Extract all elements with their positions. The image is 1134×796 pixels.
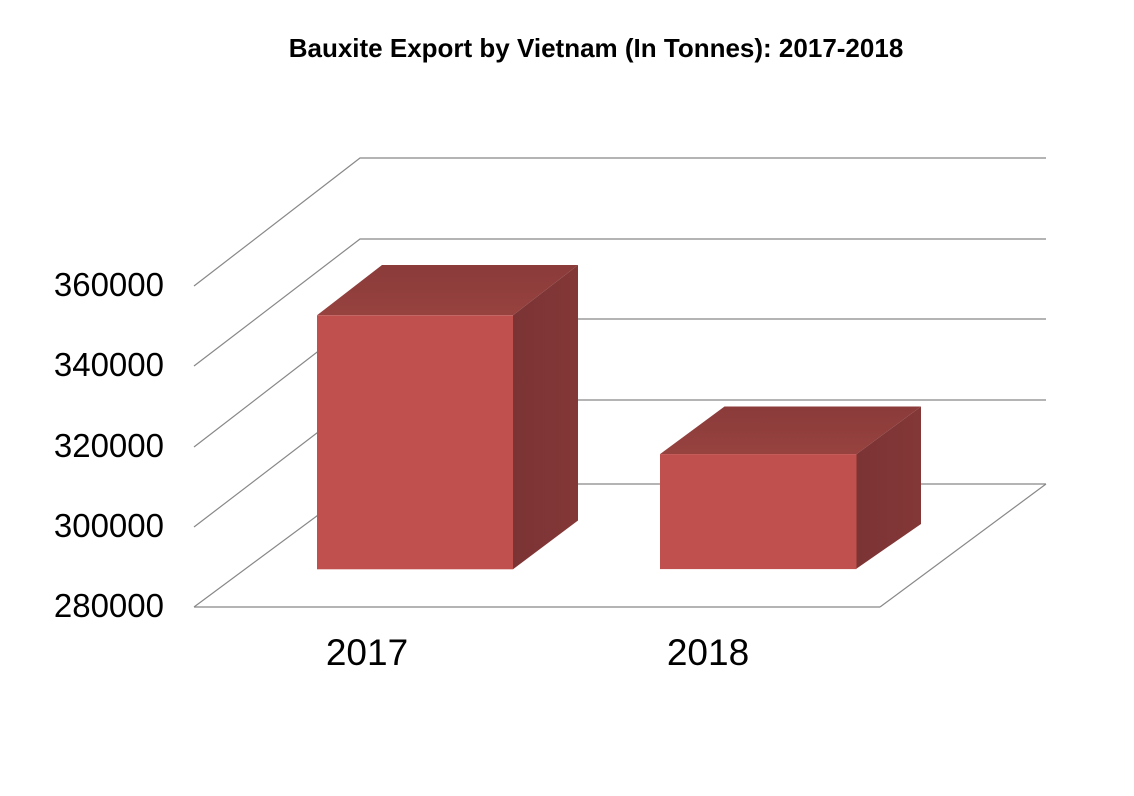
svg-text:340000: 340000 bbox=[54, 346, 164, 383]
svg-text:280000: 280000 bbox=[54, 587, 164, 624]
svg-text:360000: 360000 bbox=[54, 266, 164, 303]
svg-text:2017: 2017 bbox=[326, 632, 408, 673]
svg-text:300000: 300000 bbox=[54, 507, 164, 544]
svg-text:320000: 320000 bbox=[54, 427, 164, 464]
svg-text:2018: 2018 bbox=[667, 632, 749, 673]
